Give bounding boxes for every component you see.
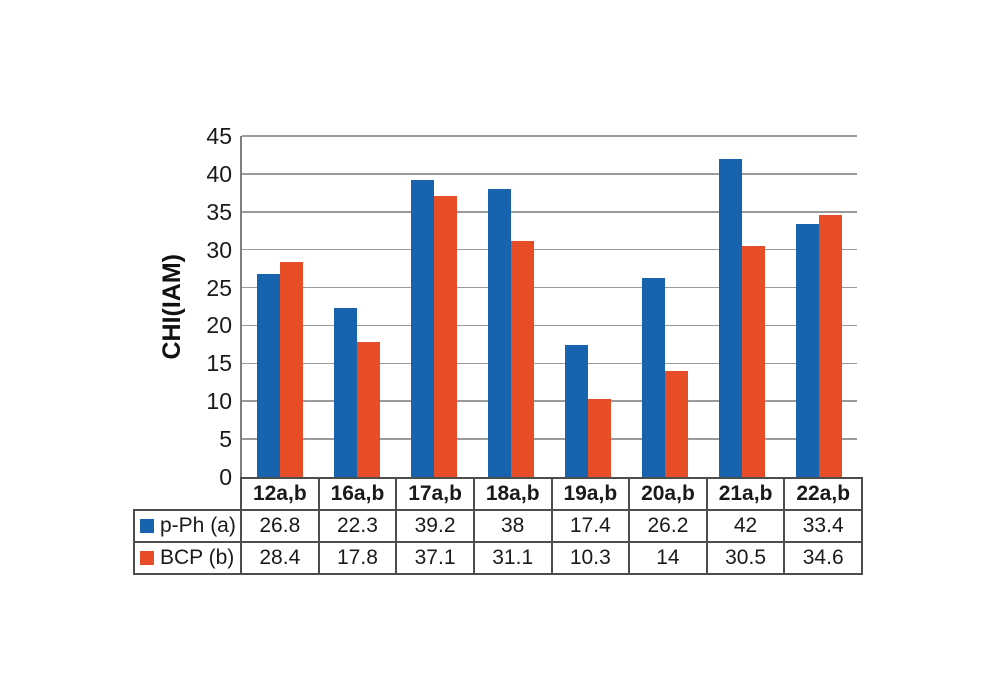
table-corner-spacer (134, 478, 241, 510)
table-value-cell: 17.8 (317, 541, 398, 575)
legend-label: BCP (b) (160, 546, 235, 569)
bar-p-ph-a-18a-b (487, 189, 511, 477)
table-value-cell: 42 (705, 509, 786, 543)
category-header-cell: 22a,b (783, 477, 863, 511)
y-tick-label-45: 45 (206, 123, 232, 149)
gridline-y25 (242, 286, 857, 289)
bar-bcp-b-16a-b (356, 342, 380, 477)
legend-swatch (140, 551, 154, 565)
y-tick-label-0: 0 (219, 464, 232, 490)
gridline-y30 (242, 248, 857, 251)
bar-p-ph-a-16a-b (333, 308, 357, 477)
table-value-cell: 14 (628, 541, 708, 575)
bar-bcp-b-22a-b (819, 214, 843, 477)
table-row: p-Ph (a) 26.8 22.3 39.2 38 17.4 26.2 42 33.4 (133, 509, 863, 543)
legend-cell: p-Ph (a) (133, 509, 242, 543)
bar-p-ph-a-21a-b (719, 158, 743, 477)
y-tick-label-30: 30 (206, 236, 232, 263)
y-tick-label-10: 10 (206, 388, 232, 415)
table-value-cell: 22.3 (317, 509, 398, 543)
bar-p-ph-a-17a-b (410, 179, 434, 477)
bar-bcp-b-21a-b (742, 245, 766, 477)
legend-label: p-Ph (a) (160, 514, 236, 537)
category-header-cell: 16a,b (317, 477, 398, 511)
y-tick-label-25: 25 (206, 274, 232, 301)
gridline-y45 (242, 135, 857, 137)
table-header-row: 12a,b 16a,b 17a,b 18a,b 19a,b 20a,b 21a,b 22a,b (134, 477, 863, 511)
table-value-cell: 17.4 (550, 509, 631, 543)
bar-p-ph-a-19a-b (565, 345, 589, 477)
bar-bcp-b-20a-b (665, 370, 689, 477)
y-tick-label-40: 40 (206, 160, 232, 187)
table-value-cell: 33.4 (783, 509, 863, 543)
category-header-cell: 18a,b (472, 477, 553, 511)
category-header-cell: 20a,b (628, 477, 708, 511)
bar-bcp-b-12a-b (279, 261, 303, 477)
gridline-y40 (242, 173, 857, 175)
table-value-cell: 31.1 (472, 541, 553, 575)
table-value-cell: 10.3 (550, 541, 631, 575)
table-value-cell: 30.5 (705, 541, 786, 575)
y-tick-label-20: 20 (206, 312, 232, 339)
table-value-cell: 39.2 (395, 509, 475, 543)
gridline-y15 (242, 362, 857, 365)
table-value-cell: 26.2 (628, 509, 708, 543)
category-header-cell: 17a,b (395, 477, 475, 511)
table-value-cell: 26.8 (240, 509, 320, 543)
table-value-cell: 34.6 (783, 541, 863, 575)
y-tick-label-15: 15 (206, 350, 232, 377)
bar-p-ph-a-22a-b (796, 223, 820, 477)
y-tick-label-35: 35 (206, 198, 232, 225)
bar-bcp-b-17a-b (433, 195, 457, 477)
bar-p-ph-a-12a-b (256, 273, 280, 477)
gridline-y5 (242, 438, 857, 440)
table-value-cell: 28.4 (240, 541, 320, 575)
bar-bcp-b-18a-b (510, 241, 534, 477)
plot-area (240, 135, 857, 477)
gridline-y10 (242, 400, 857, 402)
table-row: BCP (b) 28.4 17.8 37.1 31.1 10.3 14 30.5 34.6 (133, 541, 863, 575)
gridline-y35 (242, 211, 857, 213)
table-value-cell: 37.1 (395, 541, 475, 575)
legend-swatch (140, 519, 154, 533)
y-axis-title-text: CHI(IAM) (157, 253, 186, 360)
y-tick-label-5: 5 (219, 426, 232, 453)
bar-p-ph-a-20a-b (642, 278, 666, 477)
legend-cell: BCP (b) (133, 541, 242, 575)
category-header-cell: 19a,b (550, 477, 631, 511)
category-header-cell: 12a,b (240, 477, 320, 511)
table-value-cell: 38 (472, 509, 553, 543)
data-table: 12a,b 16a,b 17a,b 18a,b 19a,b 20a,b 21a,b 22a,b… (133, 477, 863, 575)
category-header-cell: 21a,b (705, 477, 786, 511)
gridline-y20 (242, 324, 857, 327)
bar-bcp-b-19a-b (588, 398, 612, 477)
